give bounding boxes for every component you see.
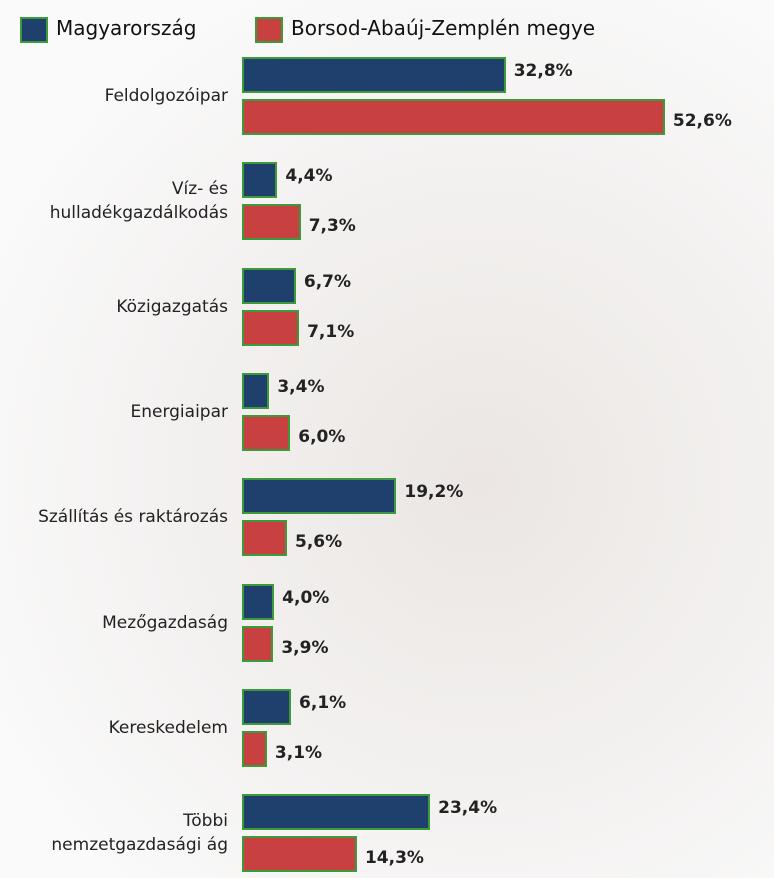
bar: [242, 584, 274, 620]
bar: [242, 520, 287, 556]
bar: [242, 794, 430, 830]
bar: [242, 626, 273, 662]
bar: [242, 162, 277, 198]
category-label: Víz- és hulladékgazdálkodás: [0, 177, 228, 225]
value-label: 3,4%: [277, 377, 324, 397]
value-label: 4,0%: [282, 588, 329, 608]
value-label: 3,1%: [275, 743, 322, 763]
value-label: 3,9%: [281, 638, 328, 658]
value-label: 5,6%: [295, 532, 342, 552]
legend-label: Borsod-Abaúj-Zemplén megye: [291, 16, 595, 40]
value-label: 23,4%: [438, 798, 497, 818]
bar: [242, 310, 299, 346]
value-label: 6,1%: [299, 693, 346, 713]
category-label: Feldolgozóipar: [0, 84, 228, 108]
bar: [242, 731, 267, 767]
bar: [242, 415, 290, 451]
value-label: 7,3%: [309, 216, 356, 236]
bar: [242, 204, 301, 240]
bar: [242, 57, 506, 93]
bar: [242, 373, 269, 409]
legend-label: Magyarország: [56, 16, 196, 40]
bar: [242, 478, 396, 514]
bar: [242, 836, 357, 872]
value-label: 32,8%: [514, 61, 573, 81]
category-label: Kereskedelem: [0, 716, 228, 740]
category-label: Közigazgatás: [0, 295, 228, 319]
value-label: 19,2%: [404, 482, 463, 502]
bar: [242, 268, 296, 304]
bar: [242, 99, 665, 135]
category-label: Szállítás és raktározás: [0, 505, 228, 529]
category-label: Energiaipar: [0, 400, 228, 424]
chart: Magyarország Borsod-Abaúj-Zemplén megye Fe…: [0, 0, 774, 878]
category-label: Mezőgazdaság: [0, 611, 228, 635]
value-label: 14,3%: [365, 848, 424, 868]
value-label: 6,0%: [298, 427, 345, 447]
bar: [242, 689, 291, 725]
value-label: 7,1%: [307, 322, 354, 342]
value-label: 52,6%: [673, 111, 732, 131]
legend-swatch: [255, 17, 283, 43]
value-label: 6,7%: [304, 272, 351, 292]
category-label: Többi nemzetgazdasági ág: [0, 809, 228, 857]
legend-swatch: [20, 17, 48, 43]
value-label: 4,4%: [285, 166, 332, 186]
